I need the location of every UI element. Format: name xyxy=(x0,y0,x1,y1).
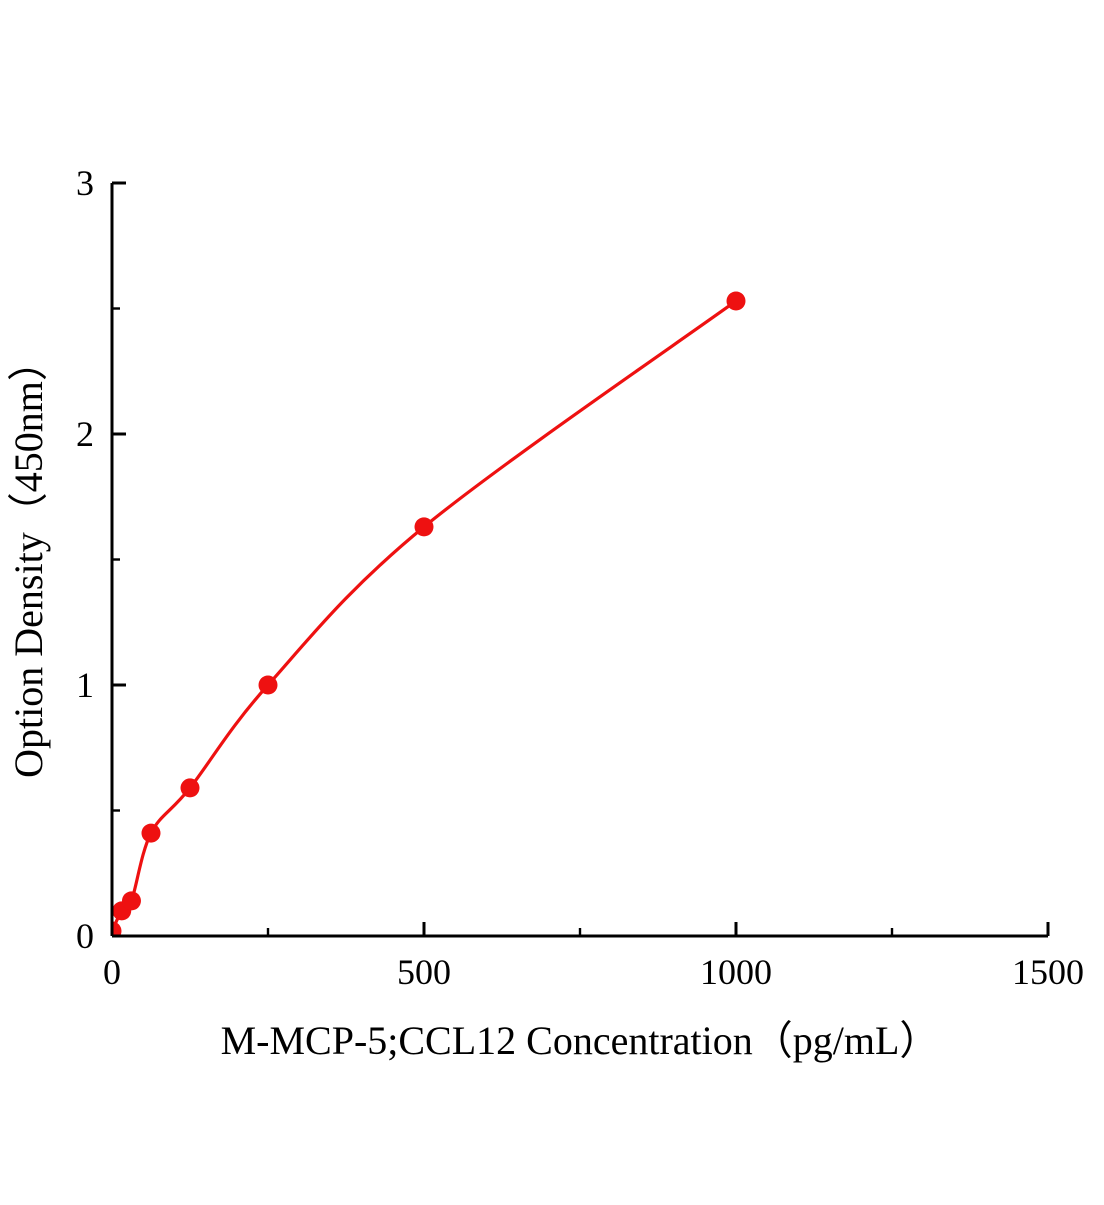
y-tick-label: 2 xyxy=(76,414,94,454)
data-point-marker xyxy=(180,778,200,798)
data-point-marker xyxy=(414,517,434,537)
data-point-marker xyxy=(726,291,746,311)
data-point-marker xyxy=(141,823,161,843)
y-tick-label: 3 xyxy=(76,163,94,203)
data-point-marker xyxy=(258,675,278,695)
x-tick-label: 1500 xyxy=(1012,952,1084,992)
y-axis-title: Option Density（450nm） xyxy=(6,341,51,778)
x-tick-label: 0 xyxy=(103,952,121,992)
y-tick-label: 0 xyxy=(76,916,94,956)
data-series xyxy=(112,291,746,936)
data-point-marker xyxy=(112,921,122,936)
x-axis-title: M-MCP-5;CCL12 Concentration（pg/mL） xyxy=(221,1018,940,1063)
x-tick-label: 1000 xyxy=(700,952,772,992)
y-tick-label: 1 xyxy=(76,665,94,705)
curve-line xyxy=(112,299,738,933)
x-tick-label: 500 xyxy=(397,952,451,992)
data-point-marker xyxy=(121,891,141,911)
